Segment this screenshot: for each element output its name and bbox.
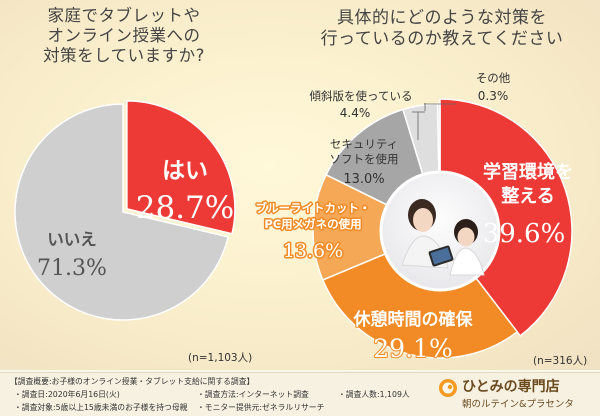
sample-size-2: (n=316人) (533, 355, 588, 367)
pie2-slice-5 (436, 103, 441, 174)
center-photo (379, 170, 501, 292)
survey-heading: 【調査概要:お子様のオンライン授業・タブレット支給に関する調査】 (10, 377, 255, 386)
pie1-value-yes: 28.7% (136, 190, 234, 226)
pie2-value-4: 4.4% (340, 106, 371, 120)
pie2-value-0: 39.6% (483, 219, 566, 249)
pie2-label-2b: PC用メガネの使用 (264, 217, 361, 231)
pie2-value-1: 29.1% (373, 334, 452, 363)
pie1-label-yes: はい (162, 158, 208, 184)
pie2-label-1: 休憩時間の確保 (353, 309, 474, 330)
survey-footer: 【調査概要:お子様のオンライン授業・タブレット支給に関する調査】 ・調査日:20… (0, 372, 600, 416)
pie2-value-2: 13.6% (283, 240, 343, 262)
pie1-slice-yes (126, 100, 236, 235)
pie2-label-0b: 整える (500, 185, 554, 207)
question-1-title: 家庭でタブレットや オンライン授業への 対策をしていますか? (43, 6, 205, 65)
survey-method: ・調査方法:インターネット調査 (197, 390, 309, 399)
survey-date: ・調査日:2020年6月16日(火) (14, 390, 120, 399)
pie2-label-3a: セキュリティ (330, 137, 398, 151)
pie2-label-4: 傾斜版を使っている (310, 89, 413, 103)
pie2-value-5: 0.3% (478, 89, 509, 103)
question-2-title: 具体的にどのような対策を 行っているのか教えてください (320, 8, 564, 49)
brand-logo-icon (439, 379, 457, 397)
brand-tagline: 朝のルテイン&プラセンタ (462, 399, 574, 410)
survey-target: ・調査対象:5歳以上15歳未満のお子様を持つ母親 (14, 403, 188, 412)
survey-count: ・調査人数:1,109人 (338, 390, 410, 399)
pie1-slice-no (14, 103, 229, 321)
brand-name: ひとみの専門店 (462, 379, 560, 395)
survey-provider: ・モニター提供元:ゼネラルリサーチ (197, 403, 325, 412)
pie2-label-5: その他 (476, 71, 511, 85)
pie1-value-no: 71.3% (37, 256, 107, 281)
pie2-label-0a: 学習環境を (483, 161, 573, 183)
sample-size-1: (n=1,103人) (188, 352, 253, 364)
pie2-value-3: 13.0% (343, 172, 384, 187)
pie2-label-3b: ソフトを使用 (330, 152, 399, 166)
pie2-label-2a: ブルーライトカット・ (256, 201, 371, 215)
pie1-label-no: いいえ (47, 230, 97, 249)
